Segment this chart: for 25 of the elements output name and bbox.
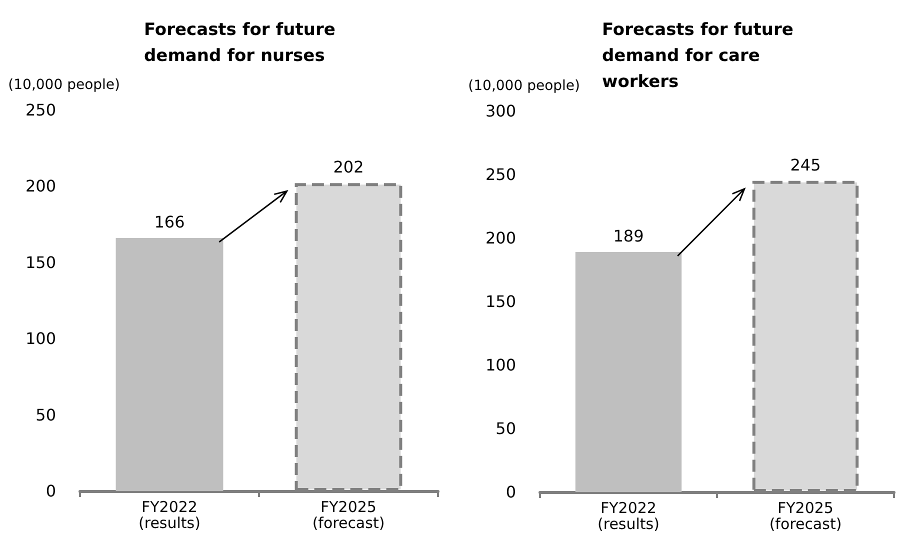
data-label: 202 <box>333 158 364 177</box>
x-tick-label: FY2022 (results) <box>138 498 200 532</box>
data-label: 245 <box>790 155 821 174</box>
y-tick-label: 150 <box>25 252 56 272</box>
y-tick-label: 0 <box>506 482 516 502</box>
y-tick-label: 200 <box>25 176 56 196</box>
y-tick-label: 50 <box>36 405 56 424</box>
data-label: 189 <box>613 226 644 246</box>
y-tick-label: 100 <box>485 356 516 374</box>
y-tick-label: 100 <box>25 329 56 348</box>
y-axis-title: (10,000 people) <box>468 78 580 94</box>
y-axis-title: (10,000 people) <box>8 77 120 93</box>
y-tick-label: 250 <box>485 165 516 184</box>
data-label: 166 <box>154 212 185 232</box>
x-tick-label: FY2025 (forecast) <box>312 498 385 532</box>
y-tick-label: 200 <box>485 228 516 248</box>
x-tick-label: FY2025 (forecast) <box>769 499 842 533</box>
chart-title: Forecasts for future demand for care workers <box>602 20 800 92</box>
y-tick-label: 300 <box>485 102 516 120</box>
chart-title: Forecasts for future demand for nurses <box>144 20 342 66</box>
y-tick-label: 250 <box>25 100 56 120</box>
y-tick-label: 50 <box>496 419 516 438</box>
y-tick-label: 150 <box>485 292 516 311</box>
y-tick-label: 0 <box>46 482 56 500</box>
x-tick-label: FY2022 (results) <box>598 499 660 533</box>
